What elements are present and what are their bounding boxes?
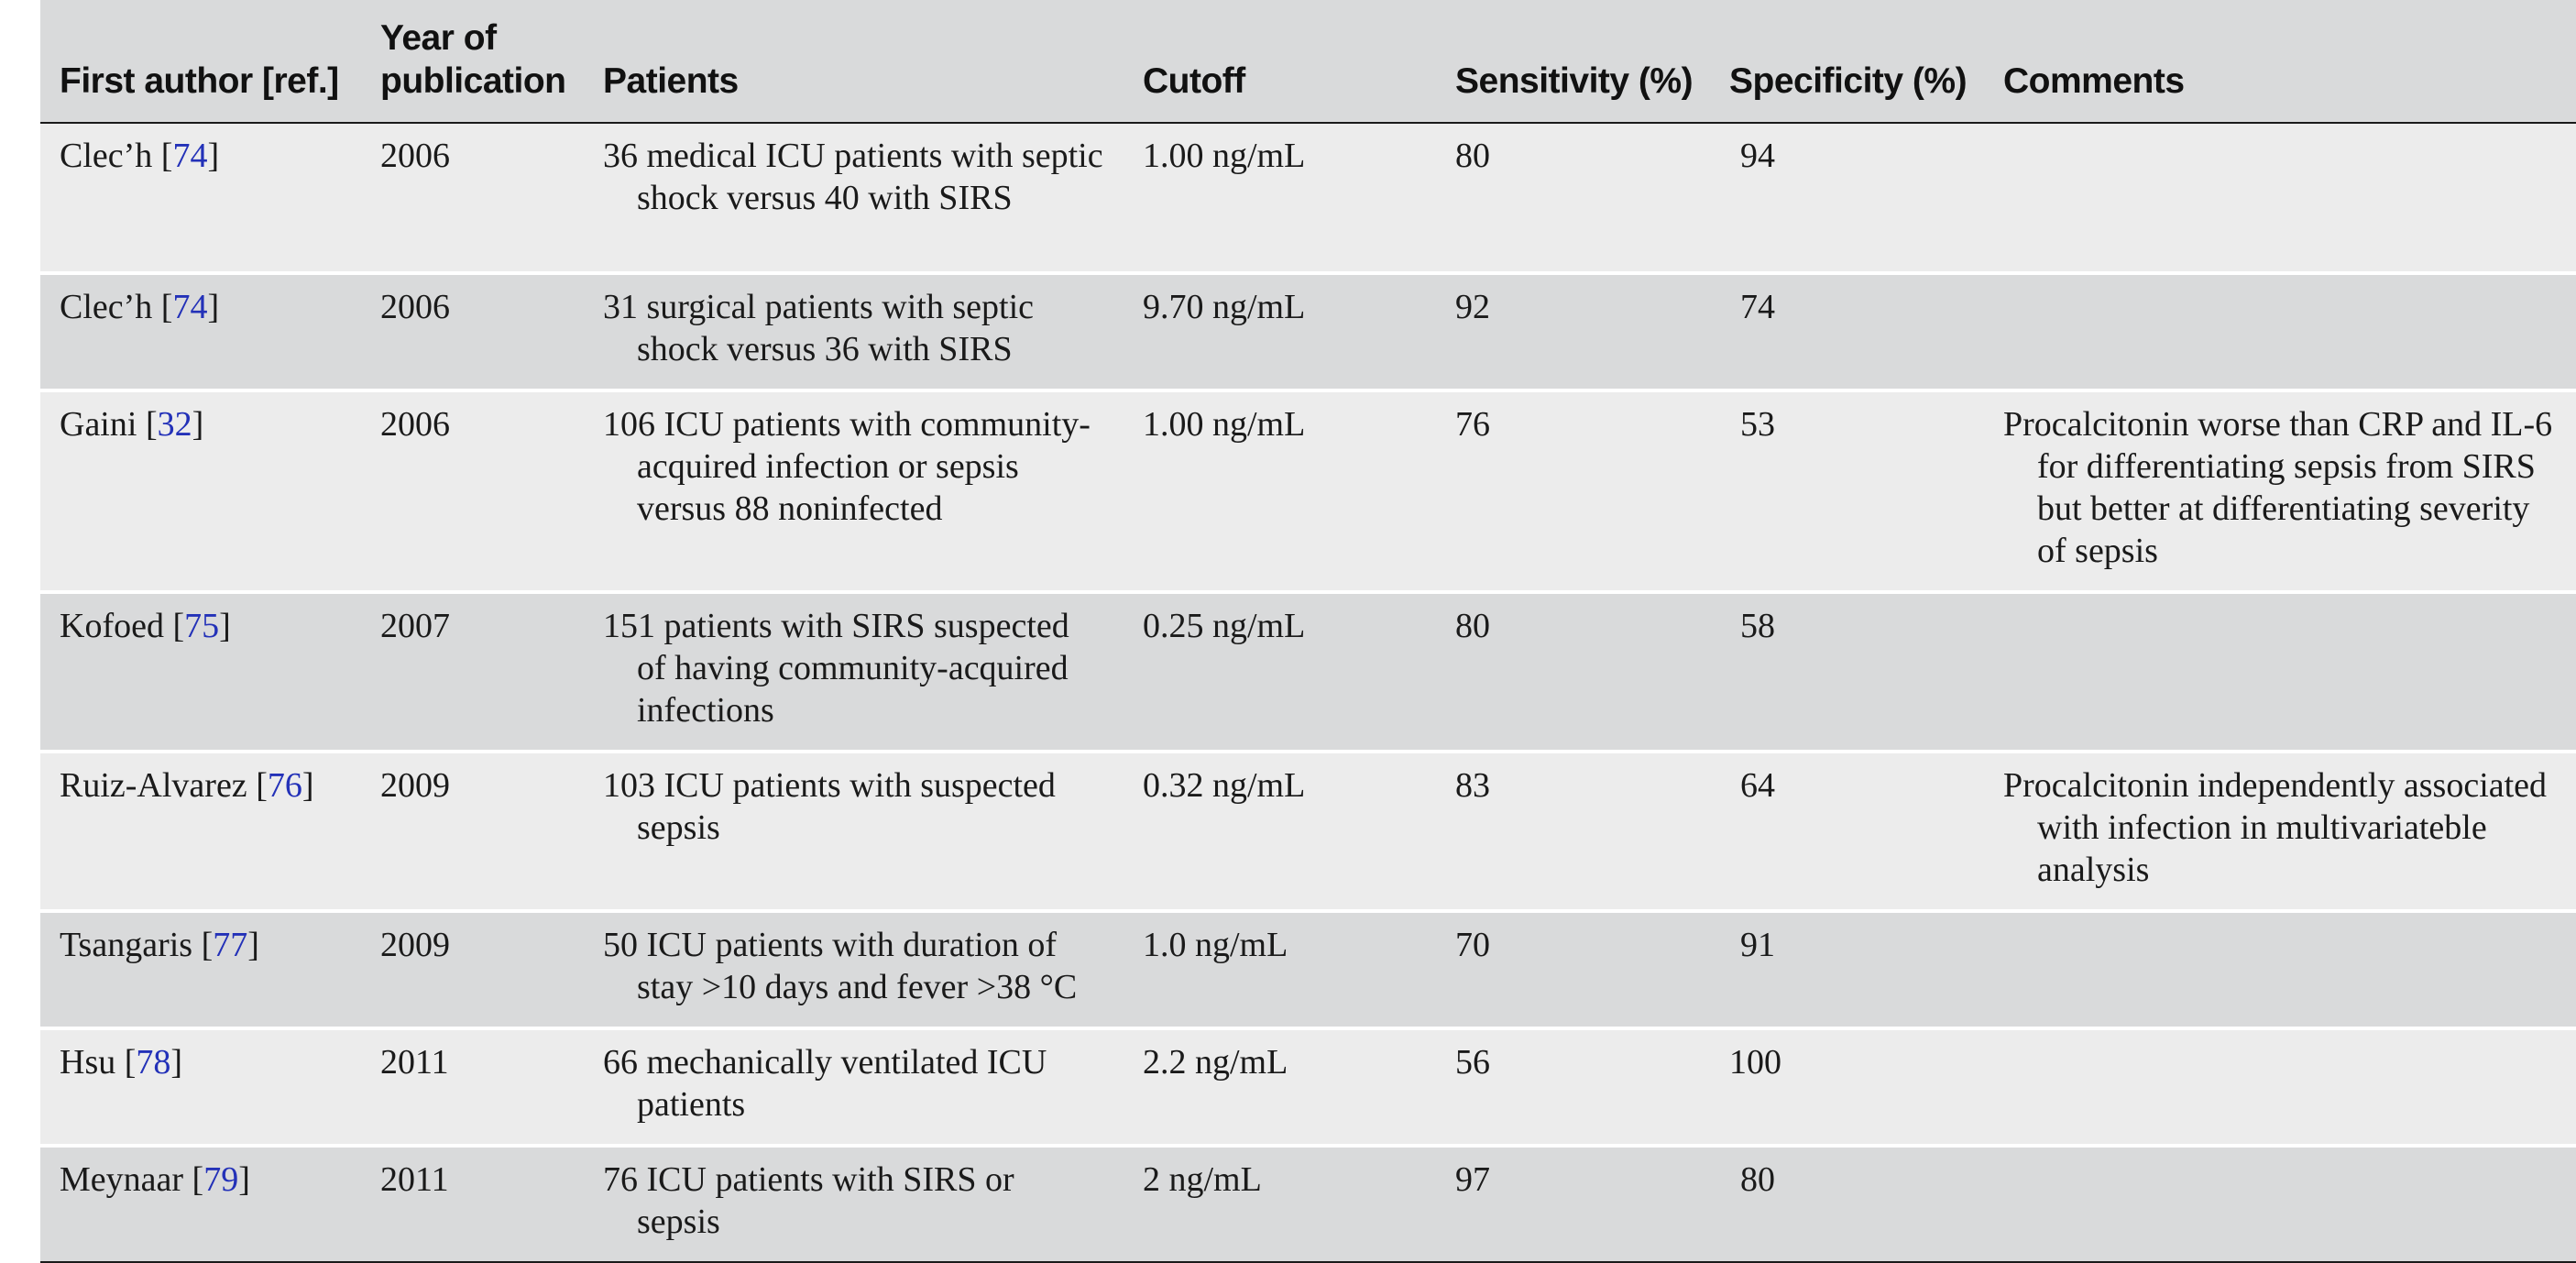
patients-cell: 106 ICU patients with community-acquired…	[603, 405, 1091, 528]
author-cell: Tsangaris [77]	[60, 926, 259, 964]
cutoff-cell: 2.2 ng/mL	[1143, 1043, 1288, 1082]
author-name: Tsangaris	[60, 926, 193, 964]
patients-cell: 103 ICU patients with suspected sepsis	[603, 766, 1056, 847]
patients-cell: 31 surgical patients with septic shock v…	[603, 288, 1034, 368]
author-name: Meynaar	[60, 1160, 184, 1199]
header-row: First author [ref.] Year of publication P…	[40, 0, 2576, 123]
author-name: Clec’h	[60, 137, 153, 175]
sensitivity-cell: 70	[1455, 926, 1490, 964]
col-header-comments: Comments	[2003, 61, 2185, 101]
reference-link[interactable]: 78	[136, 1043, 171, 1082]
comments-cell: Procalcitonin worse than CRP and IL-6 fo…	[2003, 405, 2553, 570]
cutoff-cell: 0.25 ng/mL	[1143, 607, 1306, 645]
reference-link[interactable]: 32	[157, 405, 192, 444]
col-header-patients: Patients	[603, 61, 739, 101]
author-cell: Ruiz-Alvarez [76]	[60, 766, 314, 805]
year-cell: 2006	[380, 288, 450, 326]
specificity-cell: 74	[1740, 288, 1775, 326]
col-header-year-line1: Year of	[380, 18, 497, 58]
specificity-cell: 94	[1740, 137, 1775, 175]
cutoff-cell: 1.00 ng/mL	[1143, 405, 1306, 444]
specificity-cell: 53	[1740, 405, 1775, 444]
cutoff-cell: 0.32 ng/mL	[1143, 766, 1306, 805]
author-name: Ruiz-Alvarez	[60, 766, 247, 805]
col-header-cutoff: Cutoff	[1143, 61, 1245, 101]
patients-cell: 36 medical ICU patients with septic shoc…	[603, 137, 1103, 217]
sensitivity-cell: 92	[1455, 288, 1490, 326]
procalcitonin-studies-table: First author [ref.] Year of publication P…	[40, 0, 2576, 1263]
author-cell: Meynaar [79]	[60, 1160, 250, 1199]
col-header-year: Year of publication	[360, 0, 583, 123]
comments-cell	[1983, 1028, 2576, 1146]
author-cell: Hsu [78]	[60, 1043, 183, 1082]
col-header-specificity: Specificity (%)	[1729, 61, 1968, 101]
author-name: Clec’h	[60, 288, 153, 326]
year-cell: 2006	[380, 405, 450, 444]
patients-cell: 151 patients with SIRS suspected of havi…	[603, 607, 1069, 730]
cutoff-cell: 1.0 ng/mL	[1143, 926, 1288, 964]
comments-cell	[1983, 123, 2576, 273]
author-name: Hsu	[60, 1043, 116, 1082]
reference-link[interactable]: 79	[203, 1160, 239, 1199]
table-row: Clec’h [74] 2006 36 medical ICU patients…	[40, 123, 2576, 273]
author-cell: Kofoed [75]	[60, 607, 231, 645]
cutoff-cell: 9.70 ng/mL	[1143, 288, 1306, 326]
sensitivity-cell: 80	[1455, 607, 1490, 645]
table-row: Clec’h [74] 2006 31 surgical patients wi…	[40, 273, 2576, 390]
reference-link[interactable]: 77	[213, 926, 248, 964]
comments-cell	[1983, 592, 2576, 752]
specificity-cell: 91	[1740, 926, 1775, 964]
sensitivity-cell: 56	[1455, 1043, 1490, 1082]
table-row: Gaini [32] 2006 106 ICU patients with co…	[40, 390, 2576, 592]
year-cell: 2009	[380, 766, 450, 805]
year-cell: 2006	[380, 137, 450, 175]
author-name: Gaini	[60, 405, 137, 444]
table-row: Ruiz-Alvarez [76] 2009 103 ICU patients …	[40, 752, 2576, 911]
sensitivity-cell: 80	[1455, 137, 1490, 175]
author-name: Kofoed	[60, 607, 164, 645]
patients-cell: 66 mechanically ventilated ICU patients	[603, 1043, 1047, 1124]
comments-cell	[1983, 911, 2576, 1028]
year-cell: 2011	[380, 1160, 449, 1199]
reference-link[interactable]: 74	[172, 288, 208, 326]
specificity-cell: 80	[1740, 1160, 1775, 1199]
reference-link[interactable]: 75	[184, 607, 220, 645]
col-header-author: First author [ref.]	[60, 61, 339, 101]
comments-cell: Procalcitonin independently associated w…	[2003, 766, 2548, 889]
cutoff-cell: 2 ng/mL	[1143, 1160, 1262, 1199]
year-cell: 2007	[380, 607, 450, 645]
author-cell: Gaini [32]	[60, 405, 204, 444]
sensitivity-cell: 97	[1455, 1160, 1490, 1199]
reference-link[interactable]: 74	[172, 137, 208, 175]
year-cell: 2011	[380, 1043, 449, 1082]
col-header-year-line2: publication	[380, 61, 566, 101]
table-row: Tsangaris [77] 2009 50 ICU patients with…	[40, 911, 2576, 1028]
author-cell: Clec’h [74]	[60, 137, 220, 175]
comments-cell	[1983, 273, 2576, 390]
table-row: Hsu [78] 2011 66 mechanically ventilated…	[40, 1028, 2576, 1146]
cutoff-cell: 1.00 ng/mL	[1143, 137, 1306, 175]
specificity-cell: 58	[1740, 607, 1775, 645]
comments-cell	[1983, 1146, 2576, 1262]
year-cell: 2009	[380, 926, 450, 964]
author-cell: Clec’h [74]	[60, 288, 220, 326]
sensitivity-cell: 83	[1455, 766, 1490, 805]
col-header-sensitivity: Sensitivity (%)	[1455, 61, 1694, 101]
table-row: Kofoed [75] 2007 151 patients with SIRS …	[40, 592, 2576, 752]
table-row: Meynaar [79] 2011 76 ICU patients with S…	[40, 1146, 2576, 1262]
specificity-cell: 64	[1740, 766, 1775, 805]
specificity-cell: 100	[1729, 1043, 1781, 1082]
patients-cell: 76 ICU patients with SIRS or sepsis	[603, 1160, 1014, 1241]
reference-link[interactable]: 76	[267, 766, 302, 805]
sensitivity-cell: 76	[1455, 405, 1490, 444]
patients-cell: 50 ICU patients with duration of stay >1…	[603, 926, 1078, 1006]
